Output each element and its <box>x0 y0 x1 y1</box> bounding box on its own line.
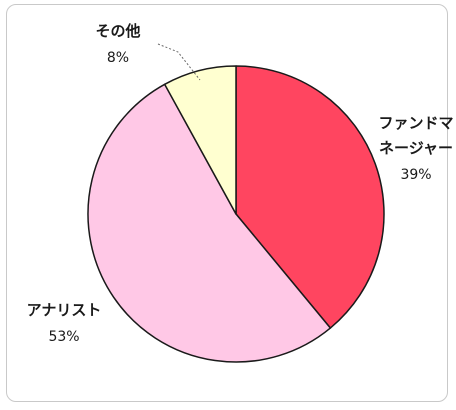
slice-value-other: 8% <box>107 50 129 66</box>
pie-slices <box>87 65 385 363</box>
slice-label-fund-manager-line2: ネージャー <box>379 139 453 157</box>
slice-value-fund-manager: 39% <box>400 167 431 183</box>
slice-value-analyst: 53% <box>48 329 79 345</box>
leader-line-other <box>157 43 201 81</box>
slice-label-other: その他 <box>95 22 140 40</box>
slice-label-analyst: アナリスト <box>27 301 102 319</box>
slice-label-fund-manager-line1: ファンドマ <box>378 114 453 132</box>
slice-other <box>163 65 237 215</box>
slice-analyst <box>87 83 332 363</box>
slice-fund-manager <box>235 65 385 329</box>
